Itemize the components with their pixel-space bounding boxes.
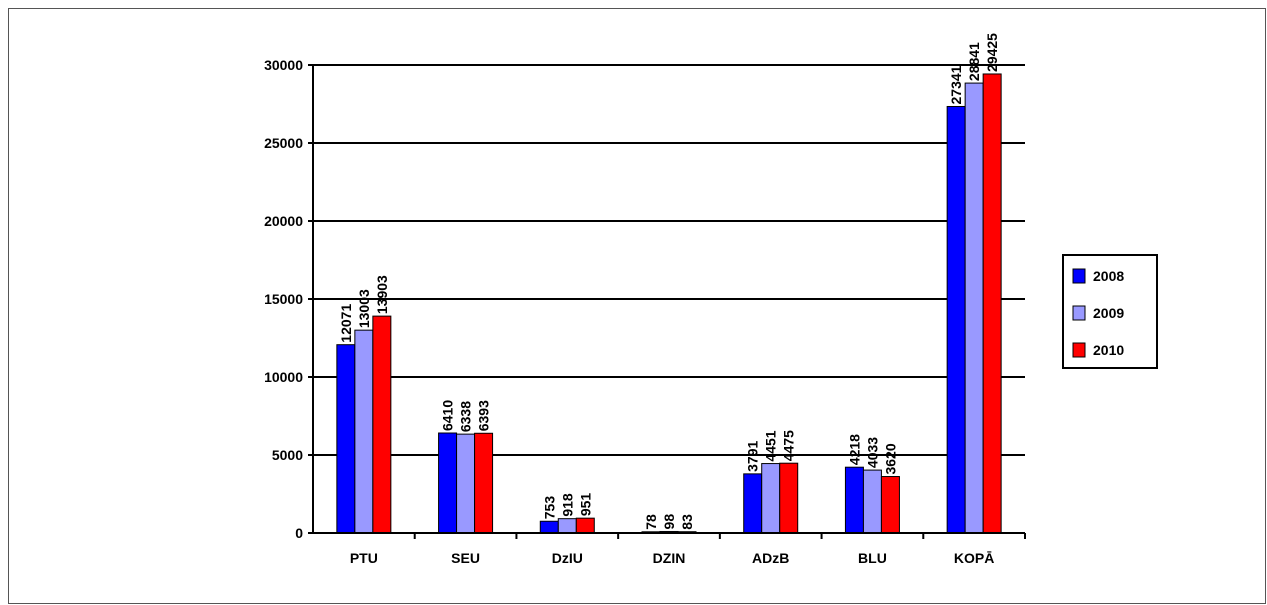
bar <box>946 105 966 534</box>
bar <box>456 433 476 534</box>
legend-label: 2008 <box>1093 268 1124 284</box>
bar <box>557 518 577 534</box>
data-label: 98 <box>661 514 677 530</box>
bar <box>982 73 1002 534</box>
bar <box>354 329 374 534</box>
y-tick-label: 15000 <box>264 291 303 307</box>
x-tick-label: KOPĀ <box>954 550 994 566</box>
bar <box>474 432 494 534</box>
x-tick-label: DzIU <box>552 550 583 566</box>
x-tick-label: ADzB <box>752 550 789 566</box>
bar <box>438 432 458 534</box>
x-tick-label: SEU <box>451 550 480 566</box>
data-label: 29425 <box>984 33 1000 72</box>
x-tick-label: BLU <box>858 550 887 566</box>
legend-swatch <box>1072 305 1086 321</box>
frame <box>8 8 1266 604</box>
y-tick-label: 20000 <box>264 213 303 229</box>
bar <box>539 520 559 534</box>
y-tick-label: 30000 <box>264 57 303 73</box>
legend-swatch <box>1072 268 1086 284</box>
bar <box>862 469 882 534</box>
data-label: 4218 <box>846 434 862 465</box>
data-label: 4033 <box>864 437 880 468</box>
data-label: 83 <box>679 514 695 530</box>
data-label: 78 <box>643 514 659 530</box>
data-label: 13003 <box>356 289 372 328</box>
data-label: 4475 <box>781 430 797 461</box>
legend-label: 2010 <box>1093 342 1124 358</box>
bar <box>575 517 595 534</box>
data-label: 3620 <box>882 443 898 474</box>
data-label: 4451 <box>763 430 779 461</box>
bar <box>372 315 392 534</box>
bar <box>880 476 900 534</box>
bar <box>336 344 356 534</box>
data-label: 27341 <box>948 65 964 104</box>
bar <box>743 473 763 534</box>
data-label: 6410 <box>440 400 456 431</box>
data-label: 753 <box>541 496 557 520</box>
legend-label: 2009 <box>1093 305 1124 321</box>
data-label: 12071 <box>338 304 354 343</box>
data-label: 3791 <box>745 441 761 472</box>
y-tick-label: 25000 <box>264 135 303 151</box>
bar <box>761 463 781 534</box>
data-label: 918 <box>559 493 575 517</box>
y-tick-label: 10000 <box>264 369 303 385</box>
x-tick-label: PTU <box>350 550 378 566</box>
y-tick-label: 5000 <box>272 447 303 463</box>
bar <box>844 466 864 534</box>
data-label: 13903 <box>374 275 390 314</box>
data-label: 28841 <box>966 42 982 81</box>
data-label: 6393 <box>476 400 492 431</box>
data-label: 951 <box>577 493 593 517</box>
y-tick-label: 0 <box>295 525 303 541</box>
legend-swatch <box>1072 342 1086 358</box>
bar <box>779 462 799 534</box>
bar <box>964 82 984 534</box>
x-tick-label: DZIN <box>653 550 686 566</box>
data-label: 6338 <box>458 401 474 432</box>
